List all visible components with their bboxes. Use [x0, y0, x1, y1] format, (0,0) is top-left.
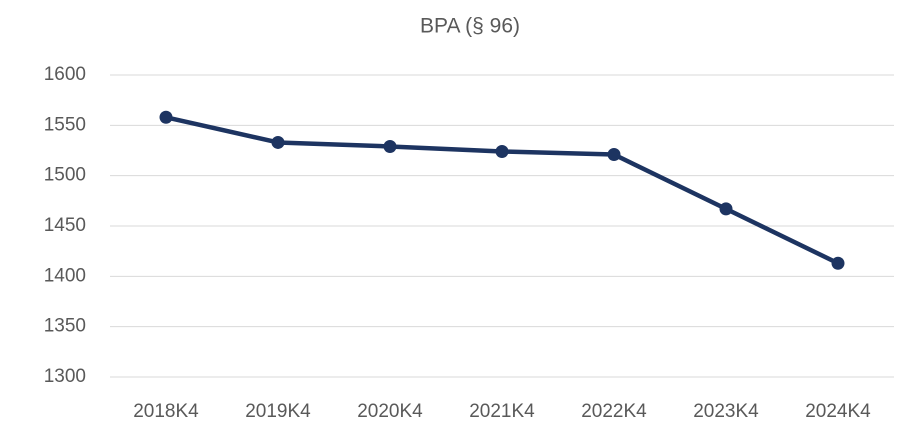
data-point: [271, 135, 285, 149]
x-tick-label: 2022K4: [581, 401, 647, 422]
y-tick-label: 1500: [44, 165, 86, 186]
y-tick-label: 1300: [44, 366, 86, 387]
y-tick-label: 1450: [44, 215, 86, 236]
data-point: [831, 256, 845, 270]
data-point: [159, 110, 173, 124]
x-tick-label: 2021K4: [469, 401, 535, 422]
x-tick-label: 2018K4: [133, 401, 199, 422]
data-point: [719, 202, 733, 216]
y-tick-label: 1400: [44, 265, 86, 286]
y-tick-label: 1600: [44, 64, 86, 85]
chart-title: BPA (§ 96): [420, 15, 520, 38]
series-line: [165, 115, 839, 266]
y-tick-label: 1550: [44, 114, 86, 135]
data-point: [495, 145, 509, 159]
x-tick-label: 2020K4: [357, 401, 423, 422]
x-tick-label: 2023K4: [693, 401, 759, 422]
data-point: [383, 139, 397, 153]
data-point: [607, 148, 621, 162]
x-tick-label: 2019K4: [245, 401, 311, 422]
y-tick-label: 1350: [44, 316, 86, 337]
x-tick-label: 2024K4: [805, 401, 871, 422]
